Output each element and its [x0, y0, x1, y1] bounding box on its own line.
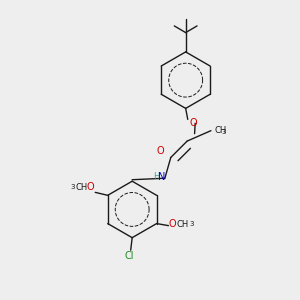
Text: CH: CH	[177, 220, 189, 229]
Text: 3: 3	[222, 129, 226, 135]
Text: O: O	[87, 182, 94, 192]
Text: CH: CH	[75, 183, 88, 192]
Text: O: O	[168, 220, 176, 230]
Text: O: O	[157, 146, 164, 157]
Text: Cl: Cl	[124, 250, 134, 260]
Text: H: H	[153, 172, 159, 181]
Text: 3: 3	[71, 184, 75, 190]
Text: O: O	[189, 118, 197, 128]
Text: 3: 3	[189, 221, 194, 227]
Text: CH: CH	[214, 126, 227, 135]
Text: N: N	[158, 172, 166, 182]
